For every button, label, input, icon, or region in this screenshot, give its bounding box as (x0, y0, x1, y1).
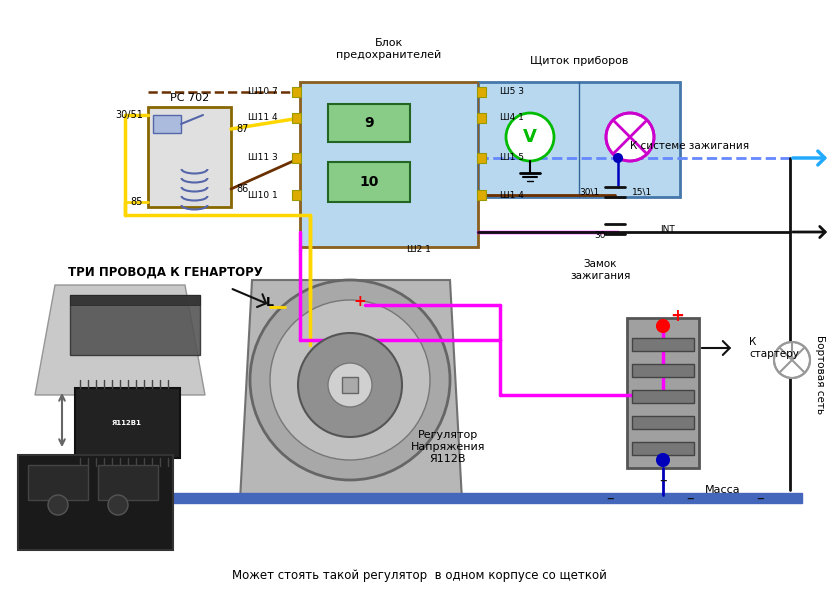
Text: К
стартеру: К стартеру (749, 337, 799, 359)
Text: Ш2 1: Ш2 1 (407, 245, 431, 254)
Text: Ш1 4: Ш1 4 (500, 190, 524, 199)
Text: 85: 85 (131, 197, 143, 207)
Text: Может стоять такой регулятор  в одном корпусе со щеткой: Может стоять такой регулятор в одном кор… (231, 568, 607, 581)
Circle shape (774, 342, 810, 378)
Bar (300, 82, 478, 247)
Bar (98, 465, 158, 500)
Text: Регулятор
Напряжения
Я112В: Регулятор Напряжения Я112В (411, 430, 485, 464)
Circle shape (657, 320, 669, 332)
Bar (148, 107, 231, 207)
Circle shape (657, 454, 669, 466)
Text: 86: 86 (236, 184, 248, 194)
Circle shape (506, 113, 554, 161)
Bar (477, 113, 486, 123)
Text: Замок
зажигания: Замок зажигания (570, 259, 630, 281)
Text: Ш11 3: Ш11 3 (248, 153, 278, 162)
Text: 30\1: 30\1 (580, 187, 600, 196)
Bar (627, 318, 699, 468)
Circle shape (606, 113, 654, 161)
Bar (292, 113, 301, 123)
Text: –: – (606, 491, 613, 506)
Bar (477, 153, 486, 163)
Bar (632, 338, 694, 351)
Text: Ш10 7: Ш10 7 (248, 88, 278, 97)
Text: 9: 9 (365, 116, 374, 130)
Text: Бортовая сеть: Бортовая сеть (815, 336, 825, 414)
Text: –: – (660, 472, 667, 488)
Text: Я112В1: Я112В1 (112, 420, 142, 426)
Polygon shape (35, 285, 205, 395)
Bar (292, 153, 301, 163)
Text: Ш11 4: Ш11 4 (248, 113, 278, 122)
Text: К системе зажигания: К системе зажигания (630, 141, 749, 151)
Bar (70, 295, 200, 355)
Circle shape (328, 363, 372, 407)
Bar (292, 87, 301, 97)
Bar (478, 82, 680, 197)
Text: –: – (686, 491, 694, 506)
Text: 87: 87 (236, 124, 248, 134)
Text: Ш4 1: Ш4 1 (500, 113, 524, 122)
Bar (18, 455, 173, 550)
Text: Ш1 5: Ш1 5 (500, 153, 524, 162)
Text: INT: INT (660, 224, 675, 233)
Text: Масса: Масса (705, 485, 741, 495)
Circle shape (298, 333, 402, 437)
Bar (300, 82, 478, 247)
Bar (477, 190, 486, 200)
Circle shape (250, 280, 450, 480)
Bar (477, 87, 486, 97)
Bar (328, 162, 410, 202)
Text: +: + (354, 294, 366, 309)
Text: –: – (756, 491, 763, 506)
Bar (292, 190, 301, 200)
Bar (342, 377, 358, 393)
Circle shape (108, 495, 128, 515)
Bar (632, 416, 694, 429)
Text: Ш10 1: Ш10 1 (248, 190, 278, 199)
Text: Щиток приборов: Щиток приборов (530, 56, 628, 66)
Polygon shape (240, 280, 462, 500)
Circle shape (48, 495, 68, 515)
Bar (70, 295, 200, 305)
Bar (632, 364, 694, 377)
Bar (632, 442, 694, 455)
Text: 15\1: 15\1 (632, 187, 652, 196)
Text: 30: 30 (594, 232, 606, 241)
Text: Блок
предохранителей: Блок предохранителей (336, 38, 442, 60)
Text: +: + (670, 307, 684, 325)
Text: 30/51: 30/51 (115, 110, 143, 120)
Bar (120, 493, 802, 503)
Circle shape (270, 300, 430, 460)
Text: 10: 10 (360, 175, 379, 189)
Bar (28, 465, 88, 500)
Bar (153, 115, 181, 133)
Bar (328, 104, 410, 142)
Text: ТРИ ПРОВОДА К ГЕНАРТОРУ: ТРИ ПРОВОДА К ГЕНАРТОРУ (68, 266, 262, 278)
Text: РС 702: РС 702 (170, 93, 210, 103)
Text: L: L (266, 296, 274, 309)
Text: V: V (523, 128, 537, 146)
Bar (632, 390, 694, 403)
Bar (75, 388, 180, 458)
Circle shape (614, 154, 622, 162)
Text: Ш5 3: Ш5 3 (500, 88, 524, 97)
